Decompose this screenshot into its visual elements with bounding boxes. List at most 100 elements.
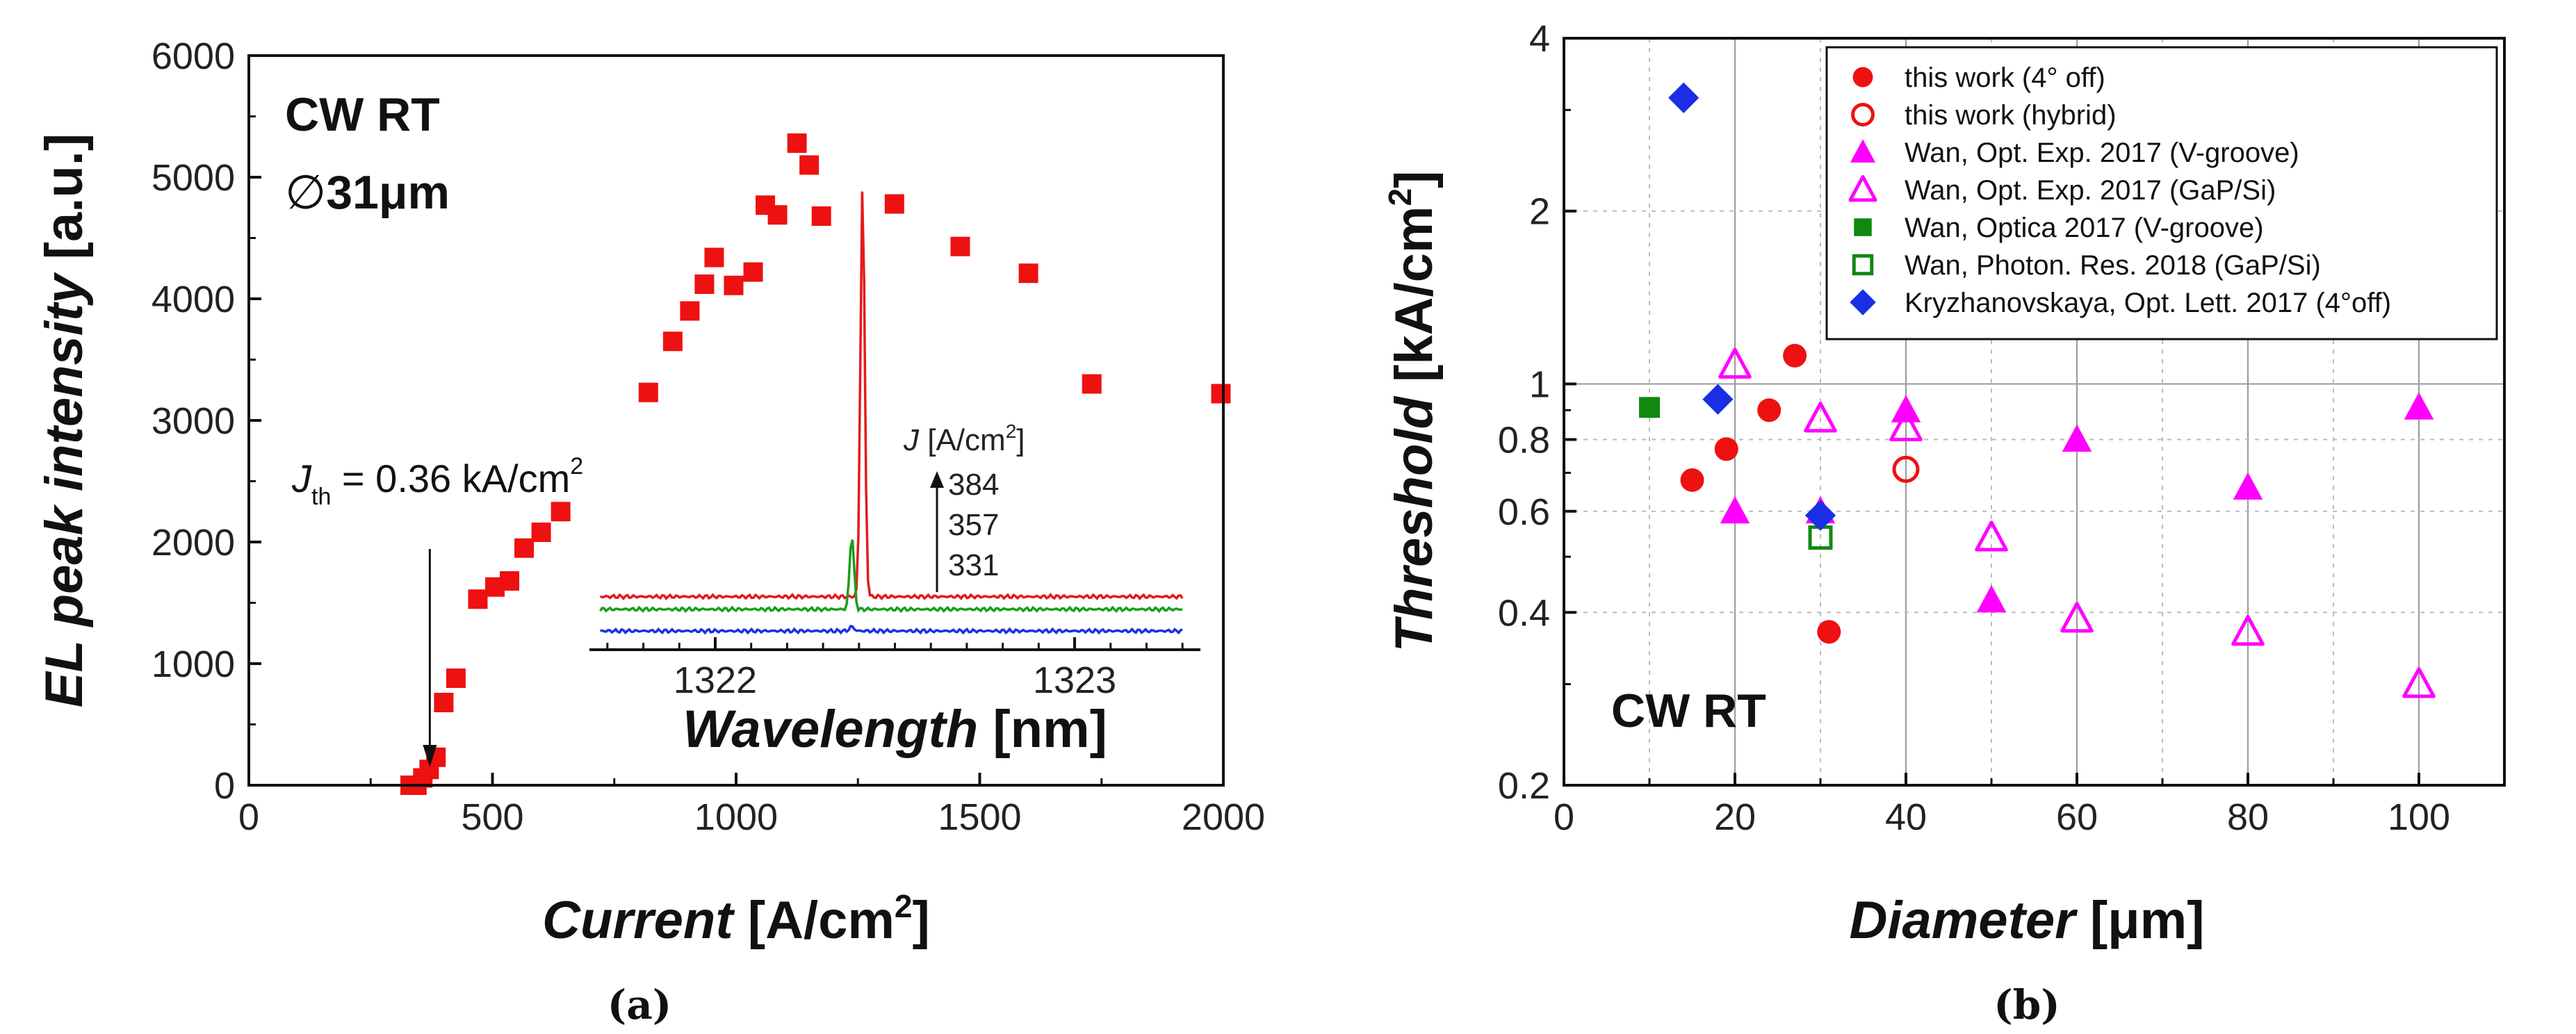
legend-marker <box>1850 289 1876 315</box>
legend-entry: Wan, Opt. Exp. 2017 (V-groove) <box>1905 138 2299 168</box>
inset-x-axis-label: Wavelength [nm] <box>683 700 1107 759</box>
data-point <box>1718 347 1752 379</box>
y-tick-label: 5000 <box>152 157 235 199</box>
y-tick-label: 0 <box>214 765 235 807</box>
y-tick-label: 2000 <box>152 522 235 564</box>
legend-marker <box>1851 103 1875 126</box>
chart-a-annotation-cwrt: CW RT <box>285 88 440 141</box>
x-tick-label: 80 <box>2227 796 2269 838</box>
legend-entry: Wan, Photon. Res. 2018 (GaP/Si) <box>1905 250 2321 281</box>
data-point <box>1702 384 1734 415</box>
chart-b-legend: this work (4° off) this work (hybrid) Wan,… <box>1825 46 2498 340</box>
data-point <box>787 133 807 153</box>
x-tick-label: 2000 <box>1182 796 1265 838</box>
chart-a-annotation-diameter: ∅31μm <box>285 166 450 219</box>
chart-a-y-axis-label: EL peak intensity [a.u.] <box>35 133 94 707</box>
inset-legend-current: 384 <box>948 468 999 502</box>
data-point <box>1817 620 1841 644</box>
data-point <box>1720 495 1750 524</box>
legend-entry: Wan, Opt. Exp. 2017 (GaP/Si) <box>1905 175 2276 206</box>
data-point <box>2060 602 2094 633</box>
legend-marker <box>1854 218 1872 236</box>
x-tick-label: 100 <box>2388 796 2450 838</box>
chart-b-y-axis-label: Threshold [kA/cm2] <box>1382 171 1444 653</box>
y-tick-label: 0.6 <box>1498 491 1550 533</box>
data-point <box>2402 667 2436 698</box>
data-point <box>1889 410 1923 442</box>
legend-entry: Kryzhanovskaya, Opt. Lett. 2017 (4°off) <box>1905 288 2391 318</box>
data-point <box>799 155 820 175</box>
chart-b-x-axis-label: Diameter [μm] <box>1849 891 2204 950</box>
data-point <box>638 382 658 402</box>
data-point <box>2404 392 2434 420</box>
data-point <box>950 236 970 256</box>
data-point <box>1975 520 2008 552</box>
data-point <box>884 194 904 214</box>
inset-x-tick-label: 1323 <box>1033 659 1116 701</box>
chart-b-annotation-cwrt: CW RT <box>1611 684 1766 737</box>
y-tick-label: 0.8 <box>1498 420 1550 461</box>
x-tick-label: 40 <box>1885 796 1927 838</box>
data-point <box>2062 424 2092 452</box>
y-tick-label: 4 <box>1529 18 1550 60</box>
spectrum-line <box>600 191 1184 601</box>
data-point <box>468 589 488 609</box>
data-point <box>446 668 466 688</box>
spectrum-line <box>600 625 1183 635</box>
data-point <box>1714 437 1738 461</box>
chart-a-threshold-arrow <box>423 549 437 767</box>
y-tick-label: 2 <box>1529 191 1550 233</box>
inset-legend-current: 357 <box>948 508 999 542</box>
data-point <box>694 274 715 294</box>
data-point <box>811 206 831 226</box>
legend-marker <box>1850 139 1876 163</box>
inset-background <box>589 410 1200 764</box>
data-point <box>1668 82 1699 113</box>
inset-x-tick-label: 1322 <box>674 659 757 701</box>
data-point <box>1892 455 1920 483</box>
y-tick-label: 1000 <box>152 643 235 685</box>
data-point <box>1891 395 1921 422</box>
legend-marker <box>1852 254 1874 276</box>
panel-label-b: (b) <box>1994 981 2060 1028</box>
inset-legend-title: J [A/cm2] <box>903 420 1025 457</box>
data-point <box>1639 397 1660 418</box>
x-tick-label: 0 <box>1554 796 1574 838</box>
inset-legend: J [A/cm2] 384 357 331 <box>903 420 1025 592</box>
data-point <box>2233 472 2263 500</box>
data-point <box>1018 263 1038 284</box>
chart-a-inset: 1322 1323 Wavelength [nm] J [A/cm2] 384 35… <box>589 191 1200 764</box>
x-tick-label: 500 <box>461 796 523 838</box>
data-point <box>767 205 788 225</box>
chart-a: 0 500 1000 1500 2000 0 1000 2000 3000 4000 5000 600… <box>35 35 1265 1028</box>
data-point <box>680 301 700 321</box>
data-point <box>743 262 763 282</box>
legend-entry: this work (hybrid) <box>1905 100 2117 131</box>
y-tick-label: 0.2 <box>1498 765 1550 807</box>
legend-marker <box>1852 67 1873 88</box>
data-point <box>1680 468 1704 492</box>
y-tick-label: 1 <box>1529 363 1550 405</box>
x-tick-label: 60 <box>2056 796 2098 838</box>
data-point <box>1804 402 1837 433</box>
data-point <box>500 571 520 591</box>
chart-a-x-axis-label: Current [A/cm2] <box>542 888 930 950</box>
data-point <box>531 523 551 542</box>
data-point <box>1783 343 1807 368</box>
data-point <box>551 502 571 522</box>
inset-legend-current: 331 <box>948 548 999 582</box>
chart-b: 0 20 40 60 80 100 0.2 0.4 0.6 0.8 1 2 4 CW RT this w… <box>1382 18 2506 1028</box>
data-point <box>1211 384 1231 404</box>
panel-label-a: (a) <box>608 981 671 1028</box>
data-point <box>662 331 683 352</box>
x-tick-label: 20 <box>1714 796 1756 838</box>
chart-a-threshold-label: Jth = 0.36 kA/cm2 <box>291 453 583 510</box>
legend-box <box>1825 46 2498 340</box>
chart-b-frame <box>1563 37 2506 787</box>
y-tick-label: 3000 <box>152 400 235 442</box>
data-point <box>1804 500 1836 531</box>
inset-legend-arrowhead <box>930 471 944 488</box>
legend-entry: Wan, Optica 2017 (V-groove) <box>1905 213 2264 243</box>
data-point <box>1082 374 1102 394</box>
